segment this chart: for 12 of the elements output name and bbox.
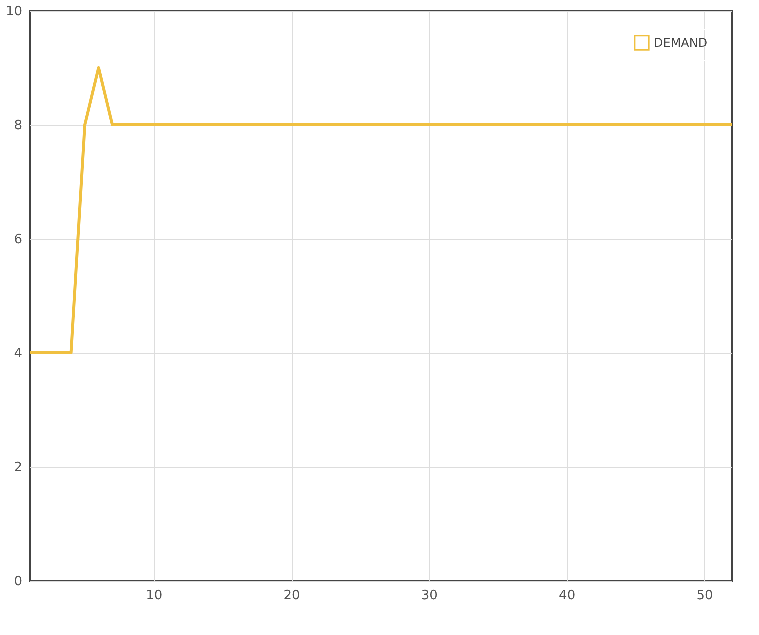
x-tick-label: 20 bbox=[284, 588, 300, 604]
x-tick-label: 50 bbox=[696, 588, 714, 604]
y-tick-label: 6 bbox=[14, 232, 22, 248]
y-tick-label: 2 bbox=[14, 460, 22, 476]
x-tick-label: 40 bbox=[559, 588, 576, 604]
x-tick-label: 10 bbox=[146, 588, 163, 604]
x-tick-label: 30 bbox=[421, 588, 438, 604]
legend-label: DEMAND bbox=[654, 36, 708, 50]
y-tick-label: 8 bbox=[14, 118, 22, 134]
y-tick-label: 10 bbox=[6, 4, 22, 20]
y-tick-label: 0 bbox=[14, 574, 22, 590]
y-tick-label: 4 bbox=[14, 346, 22, 362]
